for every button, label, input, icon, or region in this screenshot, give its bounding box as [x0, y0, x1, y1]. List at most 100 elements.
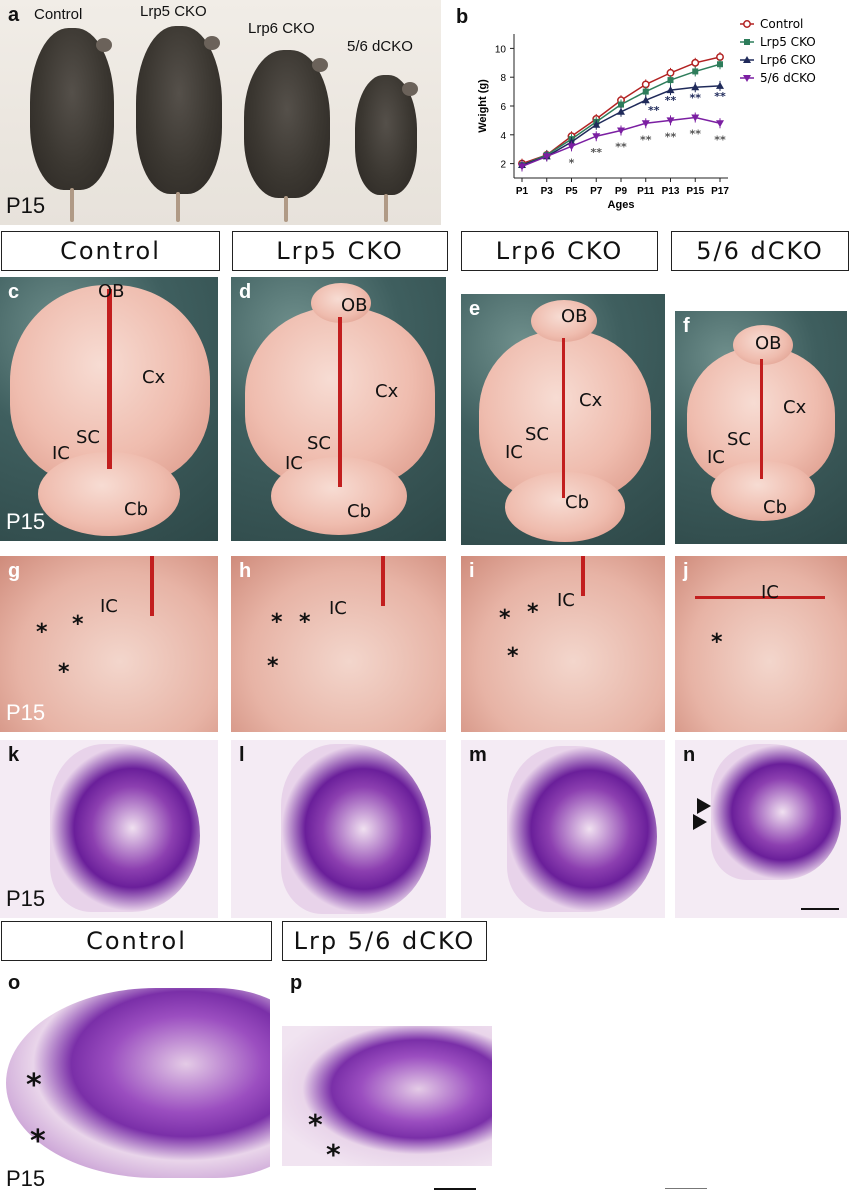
x-tick-label: P15 — [686, 186, 704, 197]
header-control: Control — [1, 231, 220, 271]
cerebellum-section — [282, 1026, 492, 1166]
asterisk: * — [30, 1124, 46, 1159]
label-sc: SC — [727, 429, 751, 450]
panel-letter-m: m — [469, 744, 487, 766]
tail — [70, 188, 74, 222]
label-ob: OB — [98, 281, 125, 302]
age-label-c: P15 — [6, 509, 46, 534]
x-tick-label: P7 — [590, 186, 603, 197]
mouse-label-lrp6: Lrp6 CKO — [248, 20, 315, 37]
panel-letter-l: l — [239, 744, 245, 766]
data-point — [716, 120, 724, 128]
asterisk: * — [711, 630, 723, 655]
data-point — [717, 61, 723, 68]
significance-mark: ** — [714, 133, 726, 146]
midline-vessel — [107, 289, 112, 469]
label-cb: Cb — [763, 497, 787, 518]
panel-letter-o: o — [8, 972, 21, 994]
data-point — [666, 117, 675, 125]
x-tick-label: P17 — [711, 186, 729, 197]
mouse-lrp5 — [136, 26, 222, 194]
y-tick-label: 2 — [500, 160, 506, 171]
asterisk: * — [271, 610, 283, 635]
data-point — [642, 88, 649, 95]
panel-letter-j: j — [683, 560, 689, 582]
panel-letter-f: f — [683, 315, 690, 337]
panel-letter-n: n — [683, 744, 696, 766]
mouse-lrp6 — [244, 50, 330, 198]
tail — [384, 194, 388, 222]
data-point — [716, 81, 724, 89]
scale-bar — [434, 1188, 476, 1190]
scale-bar — [801, 908, 839, 910]
legend-label: 5/6 dCKO — [760, 71, 816, 85]
x-tick-label: P9 — [615, 186, 628, 197]
vessel — [381, 556, 385, 606]
ear-icon — [312, 58, 328, 72]
data-point — [592, 133, 601, 141]
significance-mark: ** — [665, 94, 677, 107]
panel-o-histology: o * * P15 — [0, 968, 270, 1198]
ear-icon — [204, 36, 220, 50]
mouse-label-control: Control — [34, 6, 83, 23]
legend-marker — [743, 20, 751, 28]
age-label-k: P15 — [6, 886, 46, 911]
label-ob: OB — [341, 295, 368, 316]
y-tick-label: 10 — [495, 44, 507, 55]
age-label-a: P15 — [6, 193, 46, 218]
data-point — [518, 163, 526, 171]
significance-mark: * — [569, 156, 575, 169]
panel-j-closeup: j IC * — [675, 556, 847, 732]
brain-olfactory-bulb — [531, 300, 597, 342]
panel-n-histology: n — [675, 740, 847, 918]
panel-letter-d: d — [239, 281, 252, 303]
significance-mark: ** — [590, 146, 602, 159]
label-cx: Cx — [142, 367, 166, 388]
x-tick-label: P11 — [637, 186, 655, 197]
significance-mark: ** — [615, 140, 627, 153]
data-point — [618, 101, 624, 108]
panel-letter-k: k — [8, 744, 20, 766]
data-point — [641, 96, 650, 104]
x-tick-label: P5 — [565, 186, 578, 197]
label-cx: Cx — [783, 397, 807, 418]
label-ic: IC — [329, 598, 347, 619]
legend-marker — [743, 56, 751, 63]
data-point — [542, 153, 551, 161]
asterisk: * — [72, 612, 84, 637]
brain-cerebellum — [711, 461, 815, 521]
asterisk: * — [267, 654, 279, 679]
significance-mark: ** — [689, 91, 701, 104]
panel-k-histology: k P15 — [0, 740, 218, 918]
panel-l-histology: l — [231, 740, 446, 918]
asterisk: * — [26, 1068, 42, 1103]
vessel — [150, 556, 154, 616]
vessel — [695, 596, 825, 599]
data-point — [692, 68, 699, 75]
header-dcko-bottom: Lrp 5/6 dCKO — [282, 921, 487, 961]
arrowhead-icon — [697, 798, 711, 814]
label-ic: IC — [285, 453, 303, 474]
data-point — [617, 107, 625, 115]
data-point — [691, 83, 700, 91]
data-point — [567, 143, 576, 151]
panel-f-brain: f OB Cx SC IC Cb — [675, 311, 847, 544]
legend-marker — [744, 39, 750, 45]
weight-chart: 2 4 6 8 10 P1 P3 P5 P7 P9 P11 P13 P15 P17 Ages Weight (… — [477, 17, 816, 211]
label-ob: OB — [755, 333, 782, 354]
scale-bar-extra — [665, 1188, 707, 1189]
label-sc: SC — [76, 427, 100, 448]
label-cb: Cb — [124, 499, 148, 520]
legend-label: Control — [760, 17, 803, 31]
arrowhead-icon — [693, 814, 707, 830]
y-tick-label: 4 — [500, 131, 506, 142]
tail — [176, 192, 180, 222]
header-control-bottom: Control — [1, 921, 272, 961]
x-tick-label: P13 — [662, 186, 680, 197]
brain-olfactory-bulb — [311, 283, 371, 323]
label-ic: IC — [505, 442, 523, 463]
cerebellum-section — [507, 746, 657, 912]
legend-label: Lrp5 CKO — [760, 35, 816, 49]
cerebellum-section — [6, 988, 270, 1178]
significance-mark: ** — [665, 130, 677, 143]
